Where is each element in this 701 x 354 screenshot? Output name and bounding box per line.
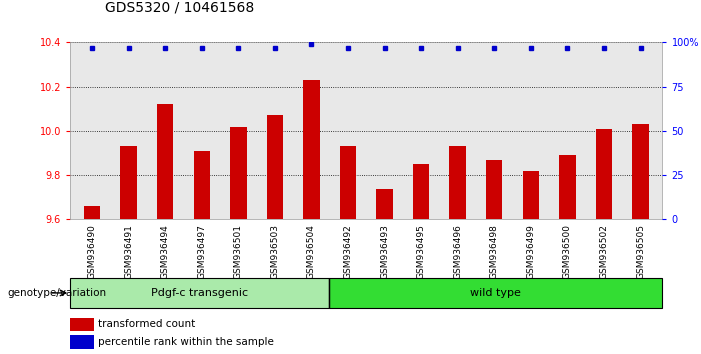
Bar: [449, 147, 466, 219]
Bar: [522, 171, 539, 219]
Bar: [559, 155, 576, 219]
FancyBboxPatch shape: [70, 278, 329, 308]
Text: Pdgf-c transgenic: Pdgf-c transgenic: [151, 288, 248, 298]
Bar: [486, 160, 503, 219]
Text: transformed count: transformed count: [98, 319, 196, 329]
Text: genotype/variation: genotype/variation: [7, 288, 106, 298]
Bar: [157, 104, 173, 219]
Bar: [70, 318, 94, 331]
FancyBboxPatch shape: [329, 278, 662, 308]
Text: GDS5320 / 10461568: GDS5320 / 10461568: [105, 0, 254, 14]
Bar: [340, 147, 356, 219]
Text: percentile rank within the sample: percentile rank within the sample: [98, 337, 274, 347]
Bar: [230, 127, 247, 219]
Bar: [413, 164, 429, 219]
Bar: [84, 206, 100, 219]
Text: wild type: wild type: [470, 288, 522, 298]
Bar: [70, 335, 94, 349]
Bar: [632, 124, 648, 219]
Bar: [596, 129, 612, 219]
Bar: [376, 188, 393, 219]
Bar: [266, 115, 283, 219]
Bar: [121, 147, 137, 219]
Bar: [193, 151, 210, 219]
Bar: [304, 80, 320, 219]
